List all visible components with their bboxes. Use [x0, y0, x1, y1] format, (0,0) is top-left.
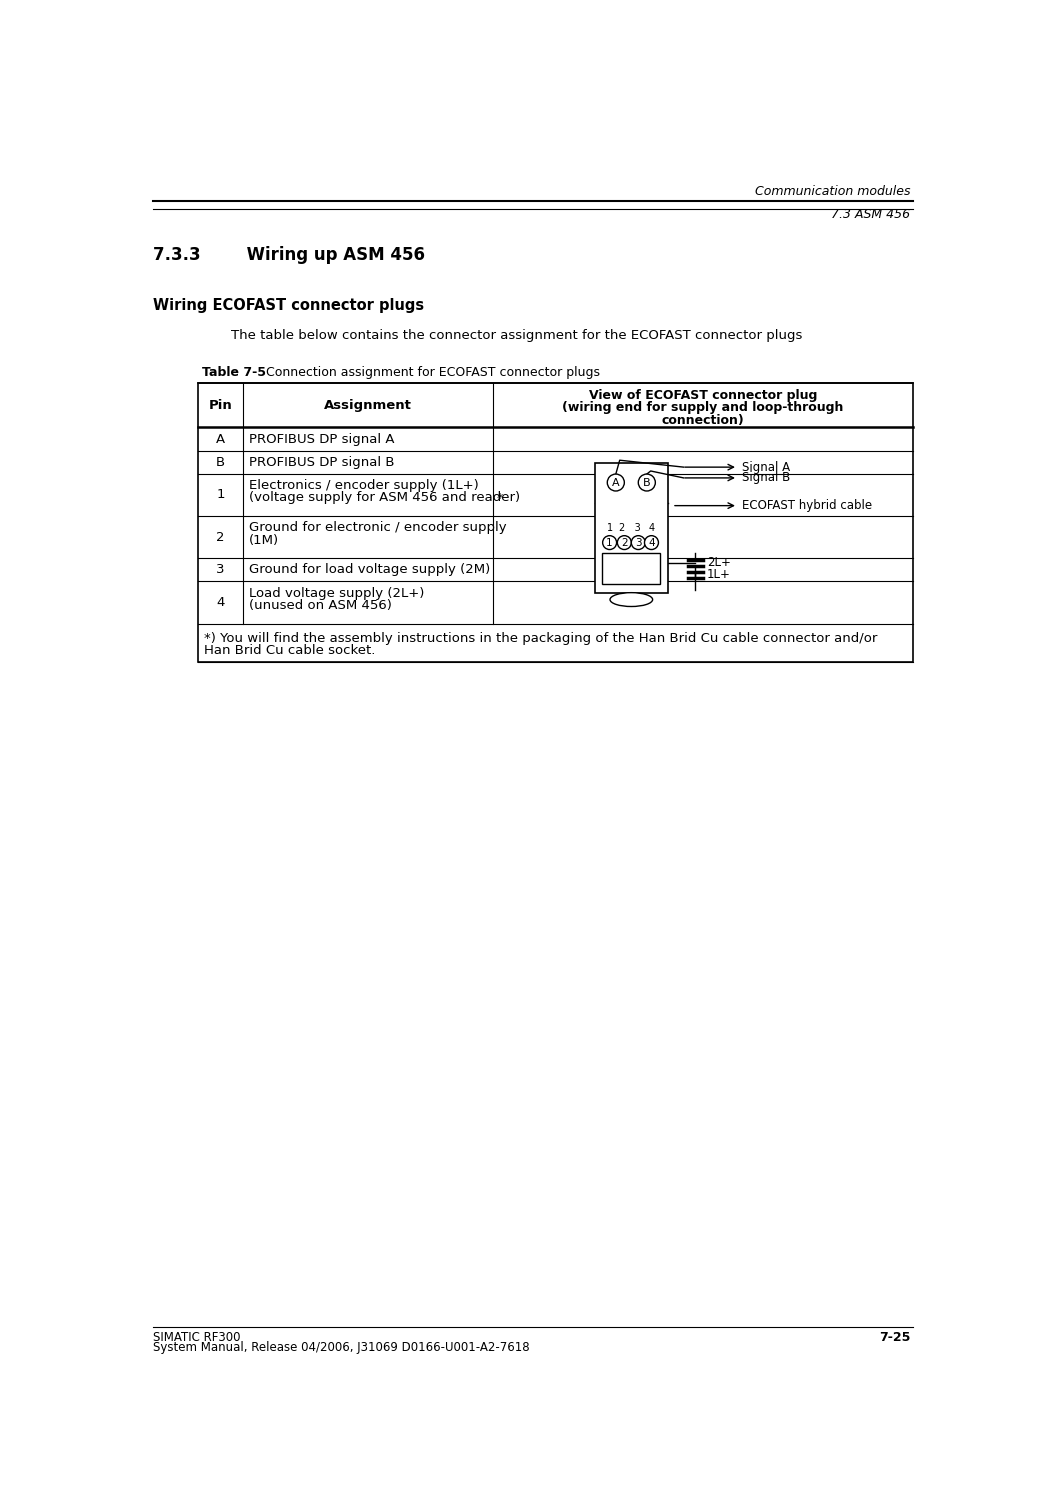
- Text: 4: 4: [216, 596, 225, 610]
- Text: View of ECOFAST connector plug: View of ECOFAST connector plug: [589, 389, 816, 401]
- Text: A: A: [216, 433, 226, 445]
- Text: Ground for electronic / encoder supply: Ground for electronic / encoder supply: [250, 522, 506, 534]
- Text: PROFIBUS DP signal A: PROFIBUS DP signal A: [250, 433, 395, 445]
- Text: Wiring ECOFAST connector plugs: Wiring ECOFAST connector plugs: [153, 299, 424, 314]
- Text: Signal A: Signal A: [742, 460, 789, 474]
- Text: 2: 2: [216, 531, 225, 543]
- Text: connection): connection): [661, 413, 744, 427]
- Text: 4: 4: [648, 522, 654, 533]
- Circle shape: [602, 536, 617, 549]
- Bar: [199, 383, 913, 662]
- Bar: [595, 463, 668, 593]
- Text: Assignment: Assignment: [324, 398, 412, 412]
- Text: Han Brid Cu cable socket.: Han Brid Cu cable socket.: [205, 644, 375, 656]
- Text: *) You will find the assembly instructions in the packaging of the Han Brid Cu c: *) You will find the assembly instructio…: [205, 632, 878, 644]
- Circle shape: [639, 474, 655, 490]
- Text: SIMATIC RF300: SIMATIC RF300: [153, 1331, 240, 1343]
- Text: ECOFAST hybrid cable: ECOFAST hybrid cable: [742, 499, 872, 512]
- Text: The table below contains the connector assignment for the ECOFAST connector plug: The table below contains the connector a…: [231, 329, 802, 343]
- Text: A: A: [612, 477, 620, 487]
- Circle shape: [631, 536, 645, 549]
- Text: (wiring end for supply and loop-through: (wiring end for supply and loop-through: [562, 401, 843, 415]
- Text: Load voltage supply (2L+): Load voltage supply (2L+): [250, 587, 424, 601]
- Text: System Manual, Release 04/2006, J31069 D0166-U001-A2-7618: System Manual, Release 04/2006, J31069 D…: [153, 1342, 529, 1355]
- Text: PROFIBUS DP signal B: PROFIBUS DP signal B: [250, 456, 395, 469]
- Text: Signal B: Signal B: [742, 471, 790, 484]
- Circle shape: [618, 536, 631, 549]
- Text: B: B: [216, 456, 226, 469]
- Text: 1: 1: [216, 489, 225, 501]
- Text: Pin: Pin: [209, 398, 233, 412]
- Text: Ground for load voltage supply (2M): Ground for load voltage supply (2M): [250, 563, 491, 576]
- Text: *: *: [496, 492, 502, 506]
- Text: Electronics / encoder supply (1L+): Electronics / encoder supply (1L+): [250, 478, 479, 492]
- Circle shape: [645, 536, 658, 549]
- Text: 2: 2: [621, 537, 628, 548]
- Bar: [602, 554, 660, 584]
- Text: 2   3: 2 3: [619, 522, 641, 533]
- Ellipse shape: [610, 593, 653, 607]
- Text: 4: 4: [648, 537, 655, 548]
- Text: 1L+: 1L+: [707, 569, 731, 581]
- Text: 7-25: 7-25: [879, 1331, 910, 1343]
- Text: (unused on ASM 456): (unused on ASM 456): [250, 599, 392, 613]
- Text: 3: 3: [216, 563, 225, 576]
- Text: 1: 1: [606, 537, 613, 548]
- Text: (1M): (1M): [250, 534, 280, 546]
- Text: B: B: [643, 477, 651, 487]
- Text: 7.3 ASM 456: 7.3 ASM 456: [831, 208, 910, 222]
- Text: 7.3.3        Wiring up ASM 456: 7.3.3 Wiring up ASM 456: [153, 246, 425, 264]
- Circle shape: [607, 474, 624, 490]
- Text: Table 7-5: Table 7-5: [202, 365, 266, 379]
- Text: (voltage supply for ASM 456 and reader): (voltage supply for ASM 456 and reader): [250, 492, 520, 504]
- Text: Connection assignment for ECOFAST connector plugs: Connection assignment for ECOFAST connec…: [246, 365, 600, 379]
- Text: Communication modules: Communication modules: [755, 186, 910, 198]
- Text: 2L+: 2L+: [707, 557, 731, 569]
- Text: 1: 1: [606, 522, 613, 533]
- Text: 3: 3: [635, 537, 642, 548]
